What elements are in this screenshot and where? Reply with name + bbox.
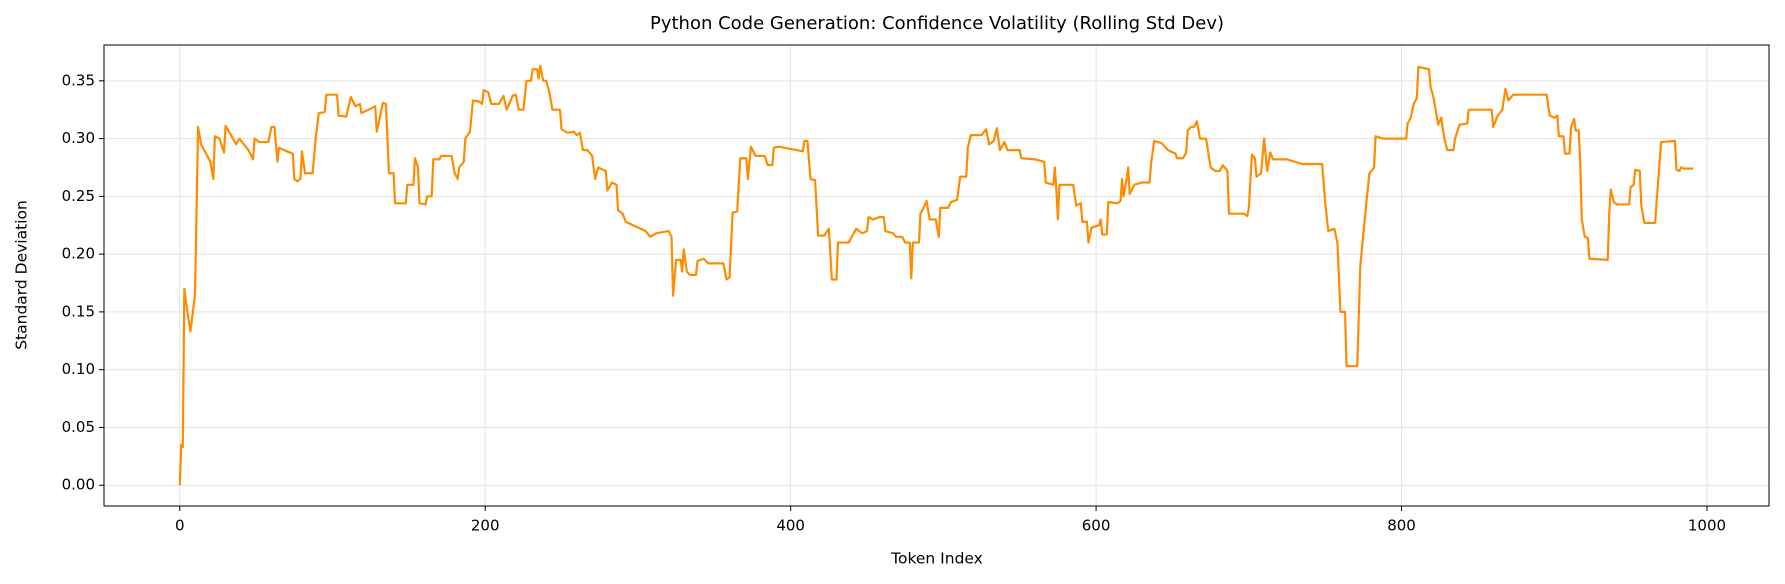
- x-tick-label: 1000: [1688, 517, 1726, 535]
- y-tick-label: 0.00: [62, 476, 95, 494]
- y-tick-label: 0.25: [62, 187, 95, 205]
- y-tick-label: 0.35: [62, 71, 95, 89]
- data-line: [178, 64, 1694, 486]
- y-axis-label: Standard Deviation: [13, 200, 31, 350]
- x-tick-label: 200: [471, 517, 500, 535]
- x-tick-label: 800: [1387, 517, 1416, 535]
- chart-title: Python Code Generation: Confidence Volat…: [650, 13, 1224, 34]
- y-tick-label: 0.15: [62, 302, 95, 320]
- y-tick-label: 0.30: [62, 129, 95, 147]
- plot-frame: [103, 44, 1770, 507]
- x-tick-label: 400: [776, 517, 805, 535]
- y-tick-label: 0.10: [62, 360, 95, 378]
- y-tick-label: 0.05: [62, 418, 95, 436]
- x-axis-label: Token Index: [890, 550, 983, 568]
- x-tick-label: 600: [1082, 517, 1111, 535]
- y-tick-label: 0.20: [62, 245, 95, 263]
- x-tick-label: 0: [175, 517, 185, 535]
